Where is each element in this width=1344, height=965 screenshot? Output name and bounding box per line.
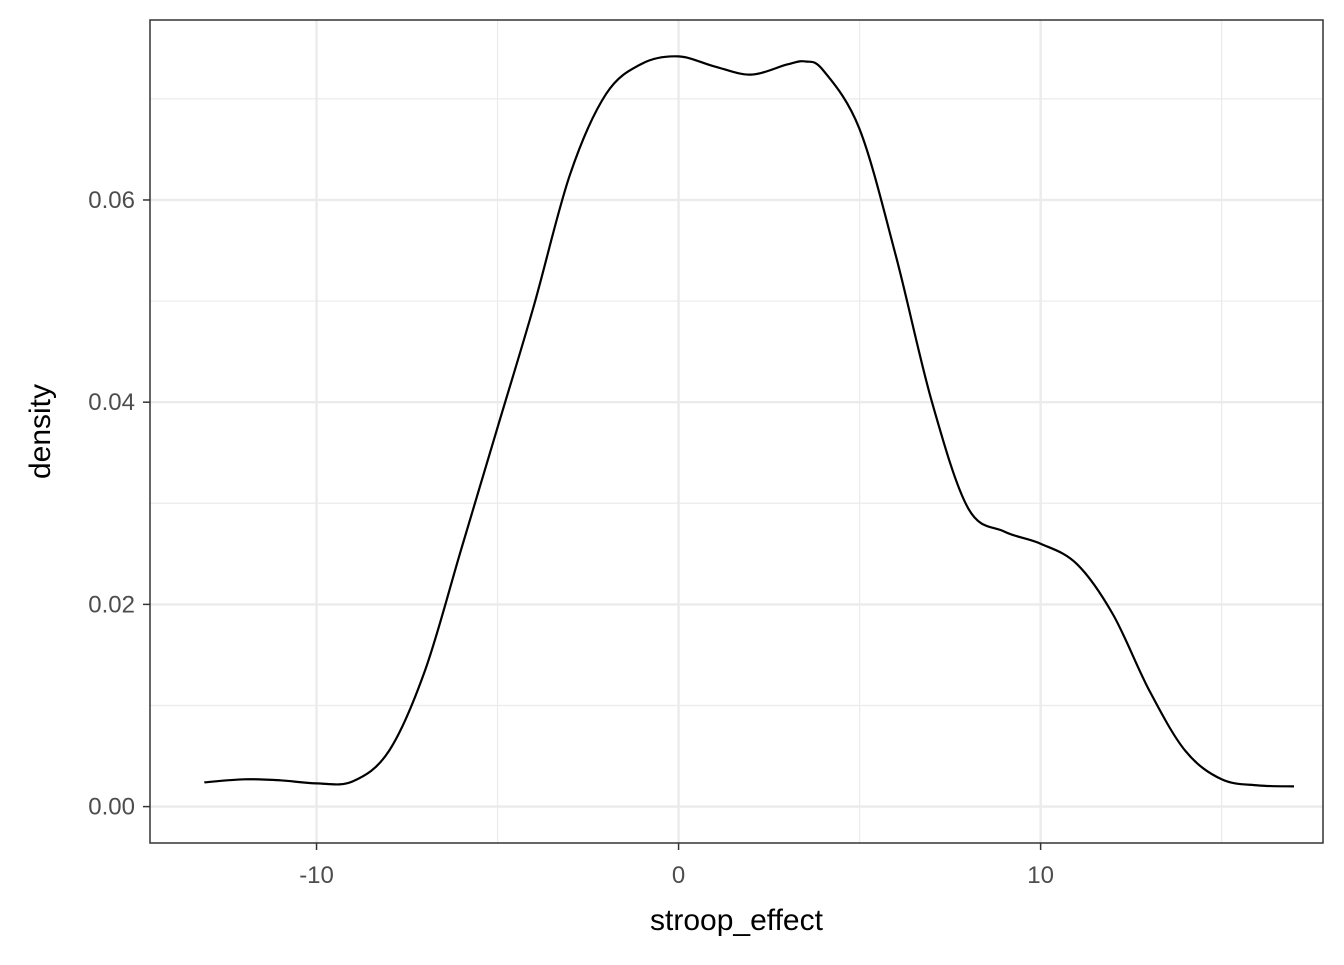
- y-axis: 0.00 0.02 0.04 0.06: [88, 187, 150, 821]
- y-tick-label: 0.06: [88, 187, 135, 214]
- x-tick-label: 10: [1027, 862, 1054, 889]
- x-tick-label: -10: [299, 862, 334, 889]
- panel-border: [149, 19, 1324, 844]
- x-tick-label: 0: [672, 862, 685, 889]
- y-tick-label: 0.04: [88, 389, 135, 416]
- y-axis-title: density: [24, 384, 57, 479]
- y-tick-label: 0.00: [88, 794, 135, 821]
- major-gridlines: [150, 20, 1323, 843]
- density-curve: [204, 55, 1295, 788]
- y-tick-label: 0.02: [88, 591, 135, 618]
- x-axis: -10 0 10: [299, 843, 1054, 889]
- x-axis-title: stroop_effect: [650, 904, 824, 937]
- minor-gridlines: [150, 20, 1323, 843]
